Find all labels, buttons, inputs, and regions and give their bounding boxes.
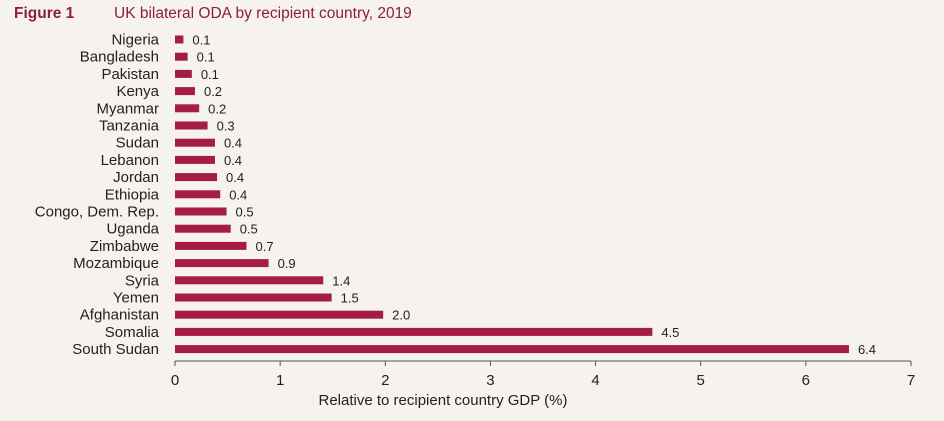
value-labels: 0.1 0.1 0.1 0.2 0.2 0.3 0.4 0.4 0.4 0.4 0.5 0.5 0.7 0… (192, 33, 876, 358)
value-label-pakistan: 0.1 (201, 67, 219, 82)
category-label-ethiopia: Ethiopia (105, 186, 160, 203)
chart-title: UK bilateral ODA by recipient country, 2… (114, 5, 412, 22)
category-label-south-sudan: South Sudan (72, 341, 159, 358)
value-label-nigeria: 0.1 (192, 33, 210, 48)
category-label-yemen: Yemen (113, 290, 159, 307)
bar-uganda (175, 224, 231, 233)
value-label-myanmar: 0.2 (208, 101, 226, 116)
value-label-congo-dem-rep: 0.5 (236, 205, 254, 220)
category-label-bangladesh: Bangladesh (80, 49, 159, 66)
category-label-afghanistan: Afghanistan (80, 307, 159, 324)
value-label-south-sudan: 6.4 (858, 342, 876, 357)
x-tick-label-6: 6 (802, 372, 810, 389)
bar-yemen (175, 293, 332, 302)
category-label-nigeria: Nigeria (111, 32, 159, 49)
bar-sudan (175, 138, 215, 147)
x-tick-label-3: 3 (486, 372, 494, 389)
bar-kenya (175, 87, 195, 96)
value-label-ethiopia: 0.4 (229, 187, 247, 202)
bar-afghanistan (175, 310, 384, 319)
value-label-afghanistan: 2.0 (392, 308, 410, 323)
value-label-yemen: 1.5 (341, 291, 359, 306)
category-label-sudan: Sudan (116, 135, 159, 152)
category-label-congo-dem-rep: Congo, Dem. Rep. (35, 204, 159, 221)
category-label-mozambique: Mozambique (73, 255, 159, 272)
category-labels: NigeriaBangladeshPakistanKenyaMyanmarTan… (35, 32, 160, 359)
bar-bangladesh (175, 52, 188, 61)
bar-nigeria (175, 35, 184, 44)
category-label-kenya: Kenya (116, 83, 159, 100)
bar-pakistan (175, 69, 192, 78)
category-label-tanzania: Tanzania (99, 118, 160, 135)
category-label-somalia: Somalia (105, 324, 160, 341)
value-label-somalia: 4.5 (661, 325, 679, 340)
bar-mozambique (175, 259, 269, 268)
bar-ethiopia (175, 190, 221, 199)
bar-tanzania (175, 121, 208, 130)
category-label-jordan: Jordan (113, 169, 159, 186)
value-label-uganda: 0.5 (240, 222, 258, 237)
value-label-kenya: 0.2 (204, 84, 222, 99)
x-tick-label-4: 4 (591, 372, 599, 389)
figure-label: Figure 1 (14, 5, 75, 22)
x-tick-label-5: 5 (697, 372, 705, 389)
value-label-lebanon: 0.4 (224, 153, 242, 168)
value-label-mozambique: 0.9 (278, 256, 296, 271)
bar-south-sudan (175, 345, 849, 354)
category-label-uganda: Uganda (106, 221, 159, 238)
bar-congo-dem-rep (175, 207, 227, 216)
value-label-syria: 1.4 (332, 273, 350, 288)
category-label-lebanon: Lebanon (101, 152, 159, 169)
x-axis-label: Relative to recipient country GDP (%) (319, 392, 568, 409)
bar-myanmar (175, 104, 200, 113)
value-label-zimbabwe: 0.7 (255, 239, 273, 254)
bar-syria (175, 276, 324, 285)
category-label-zimbabwe: Zimbabwe (90, 238, 159, 255)
value-label-tanzania: 0.3 (217, 119, 235, 134)
category-label-syria: Syria (125, 272, 160, 289)
bar-jordan (175, 173, 218, 182)
figure-header: Figure 1 UK bilateral ODA by recipient co… (14, 5, 412, 23)
category-label-myanmar: Myanmar (96, 100, 159, 117)
x-tick-label-7: 7 (907, 372, 915, 389)
value-label-sudan: 0.4 (224, 136, 242, 151)
x-tick-label-2: 2 (381, 372, 389, 389)
value-label-jordan: 0.4 (226, 170, 244, 185)
bar-somalia (175, 327, 653, 336)
bar-series (175, 35, 849, 354)
bar-zimbabwe (175, 241, 247, 250)
x-tick-label-1: 1 (276, 372, 284, 389)
bar-lebanon (175, 155, 215, 164)
category-label-pakistan: Pakistan (101, 66, 159, 83)
x-axis-ticks: 0 1 2 3 4 5 6 7 (171, 361, 915, 389)
x-tick-label-0: 0 (171, 372, 179, 389)
value-label-bangladesh: 0.1 (197, 50, 215, 65)
